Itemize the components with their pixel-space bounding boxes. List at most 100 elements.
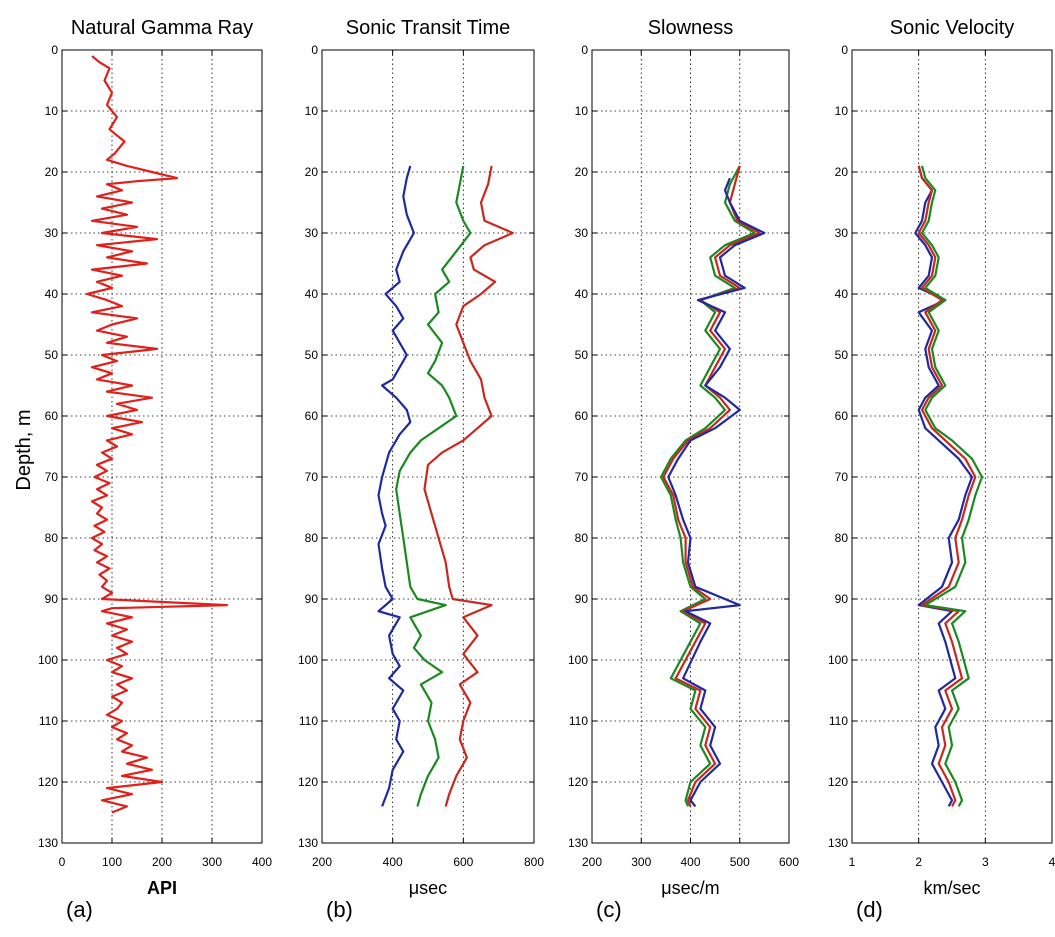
y-tick-label: 40 [305, 287, 319, 301]
y-tick-label: 110 [39, 714, 58, 728]
y-tick-label: 100 [828, 653, 848, 667]
panel-title: Sonic Transit Time [346, 17, 511, 39]
x-tick-label: 400 [680, 855, 700, 869]
y-tick-label: 0 [311, 43, 318, 57]
x-tick-label: 600 [453, 855, 473, 869]
y-tick-label: 100 [568, 653, 588, 667]
series-line-1 [85, 55, 229, 814]
y-tick-label: 100 [38, 653, 58, 667]
x-tick-label: 4 [1049, 855, 1055, 869]
y-tick-label: 40 [45, 287, 59, 301]
y-tick-label: 130 [568, 836, 588, 850]
y-tick-label: 120 [568, 775, 588, 789]
y-tick-label: 70 [575, 470, 589, 484]
y-tick-label: 80 [575, 531, 589, 545]
x-tick-label: 100 [102, 855, 122, 869]
y-tick-label: 50 [305, 348, 319, 362]
plot-frame [851, 49, 1053, 844]
y-tick-label: 110 [569, 714, 588, 728]
y-tick-label: 70 [305, 470, 319, 484]
y-tick-label: 50 [575, 348, 589, 362]
series-line-3 [667, 177, 766, 808]
y-tick-label: 70 [45, 470, 59, 484]
plot-frame [321, 49, 535, 844]
x-axis-label: μsec [409, 878, 447, 898]
y-tick-label: 20 [835, 165, 849, 179]
x-tick-label: 300 [202, 855, 222, 869]
y-tick-label: 60 [575, 409, 589, 423]
series-line-2 [395, 165, 472, 807]
y-tick-label: 80 [305, 531, 319, 545]
y-tick-label: 20 [575, 165, 589, 179]
y-axis-label: Depth, m [13, 409, 35, 490]
y-tick-label: 60 [835, 409, 849, 423]
x-axis-label: API [147, 878, 177, 898]
y-tick-label: 80 [45, 531, 59, 545]
y-tick-label: 120 [828, 775, 848, 789]
series-line-3 [423, 165, 514, 807]
y-tick-label: 130 [298, 836, 318, 850]
y-tick-label: 20 [45, 165, 59, 179]
series-line-2 [917, 165, 977, 807]
panel-letter: (c) [596, 897, 622, 922]
y-tick-label: 110 [299, 714, 318, 728]
y-tick-label: 50 [835, 348, 849, 362]
y-tick-label: 10 [45, 104, 59, 118]
series-line-3 [920, 165, 984, 807]
y-tick-label: 40 [835, 287, 849, 301]
y-tick-label: 0 [841, 43, 848, 57]
y-tick-label: 50 [45, 348, 59, 362]
y-tick-label: 20 [305, 165, 319, 179]
panel-letter: (a) [66, 897, 93, 922]
x-tick-label: 200 [312, 855, 332, 869]
y-tick-label: 80 [835, 531, 849, 545]
x-tick-label: 300 [631, 855, 651, 869]
y-tick-label: 110 [829, 714, 848, 728]
y-tick-label: 120 [298, 775, 318, 789]
y-tick-label: 100 [298, 653, 318, 667]
y-tick-label: 30 [575, 226, 589, 240]
y-tick-label: 10 [835, 104, 849, 118]
y-tick-label: 10 [575, 104, 589, 118]
y-tick-label: 90 [575, 592, 589, 606]
panel-letter: (b) [326, 897, 353, 922]
y-tick-label: 10 [305, 104, 319, 118]
x-tick-label: 2 [915, 855, 922, 869]
y-tick-label: 70 [835, 470, 849, 484]
y-tick-label: 90 [45, 592, 59, 606]
x-tick-label: 0 [59, 855, 66, 869]
y-tick-label: 30 [45, 226, 59, 240]
y-tick-label: 40 [575, 287, 589, 301]
x-tick-label: 400 [252, 855, 272, 869]
series-line-1 [659, 165, 756, 807]
x-axis-label: km/sec [923, 878, 980, 898]
x-tick-label: 200 [582, 855, 602, 869]
series-line-1 [914, 165, 974, 807]
y-tick-label: 60 [305, 409, 319, 423]
x-tick-label: 400 [383, 855, 403, 869]
y-tick-label: 90 [305, 592, 319, 606]
x-tick-label: 800 [524, 855, 544, 869]
panel-3: 0 10 20 30 40 50 60 70 80 90 100 110 120 130 200 300 400… [568, 17, 799, 922]
panel-2: 0 10 20 30 40 50 60 70 80 90 100 110 120 130 200 400 600… [298, 17, 544, 922]
y-tick-label: 120 [38, 775, 58, 789]
y-tick-label: 30 [835, 226, 849, 240]
y-tick-label: 130 [828, 836, 848, 850]
x-tick-label: 3 [982, 855, 989, 869]
panel-title: Natural Gamma Ray [71, 17, 253, 39]
x-axis-label: μsec/m [661, 878, 719, 898]
y-tick-label: 130 [38, 836, 58, 850]
x-tick-label: 500 [730, 855, 750, 869]
x-tick-label: 1 [849, 855, 856, 869]
x-tick-label: 600 [779, 855, 799, 869]
y-tick-label: 30 [305, 226, 319, 240]
panel-letter: (d) [856, 897, 883, 922]
y-tick-label: 60 [45, 409, 59, 423]
panel-title: Slowness [648, 17, 734, 39]
y-tick-label: 0 [51, 43, 58, 57]
y-tick-label: 0 [581, 43, 588, 57]
y-tick-label: 90 [835, 592, 849, 606]
